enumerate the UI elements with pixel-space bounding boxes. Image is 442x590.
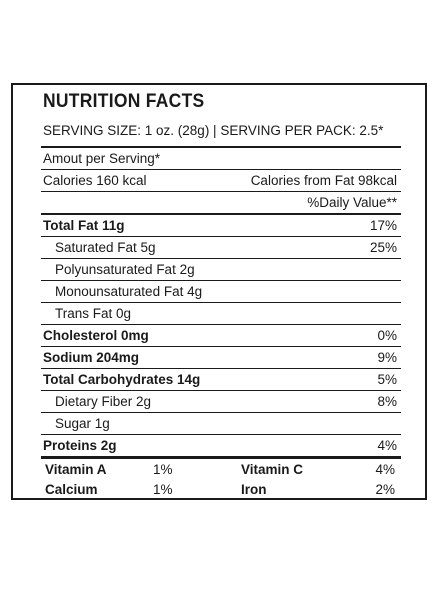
- nutrient-value: 0%: [377, 328, 397, 343]
- nutrient-label: Total Fat 11g: [43, 218, 125, 233]
- nutrient-row-sodium: Sodium 204mg 9%: [41, 347, 401, 369]
- nutrient-label: Saturated Fat 5g: [55, 240, 156, 255]
- nutrient-row-saturated-fat: Saturated Fat 5g 25%: [41, 237, 401, 259]
- nutrient-label: Polyunsaturated Fat 2g: [55, 262, 195, 277]
- nutrient-row-cholesterol: Cholesterol 0mg 0%: [41, 325, 401, 347]
- nutrient-row-polyunsaturated-fat: Polyunsaturated Fat 2g: [41, 259, 401, 281]
- nutrient-value: 17%: [369, 218, 397, 233]
- vitamin-a-value: 1%: [153, 462, 173, 477]
- iron-label: Iron: [241, 482, 267, 497]
- nutrient-label: Total Carbohydrates 14g: [43, 372, 201, 387]
- nutrient-label: Monounsaturated Fat 4g: [55, 284, 203, 299]
- nutrient-row-trans-fat: Trans Fat 0g: [41, 303, 401, 325]
- vitamin-c-label: Vitamin C: [241, 462, 304, 477]
- nutrient-value: 4%: [377, 438, 397, 453]
- nutrient-value: 5%: [377, 372, 397, 387]
- nutrient-value: 9%: [377, 350, 397, 365]
- nutrient-label: Dietary Fiber 2g: [55, 394, 152, 409]
- nutrient-label: Cholesterol 0mg: [43, 328, 149, 343]
- vitamin-row: Vitamin A 1% Vitamin C 4%: [43, 460, 399, 480]
- nutrient-row-monounsaturated-fat: Monounsaturated Fat 4g: [41, 281, 401, 303]
- amount-per-serving-row: Amout per Serving*: [41, 148, 401, 170]
- panel-title: NUTRITION FACTS: [43, 91, 205, 112]
- calories-label: Calories 160 kcal: [43, 173, 147, 188]
- mineral-row: Calcium 1% Iron 2%: [43, 480, 399, 500]
- nutrient-label: Sugar 1g: [55, 416, 110, 431]
- vitamin-c-value: 4%: [375, 462, 395, 477]
- nutrient-row-total-carbohydrates: Total Carbohydrates 14g 5%: [41, 369, 401, 391]
- divider: [41, 146, 401, 148]
- serving-info: SERVING SIZE: 1 oz. (28g) | SERVING PER …: [43, 123, 384, 138]
- nutrient-label: Sodium 204mg: [43, 350, 140, 365]
- calories-row: Calories 160 kcal Calories from Fat 98kc…: [41, 170, 401, 192]
- vitamin-a-label: Vitamin A: [45, 462, 107, 477]
- calcium-label: Calcium: [45, 482, 98, 497]
- nutrient-label: Trans Fat 0g: [55, 306, 132, 321]
- iron-value: 2%: [375, 482, 395, 497]
- daily-value-header: %Daily Value**: [307, 195, 397, 210]
- amount-per-serving-label: Amout per Serving*: [43, 151, 161, 166]
- nutrition-facts-panel: NUTRITION FACTS SERVING SIZE: 1 oz. (28g…: [11, 83, 427, 500]
- calories-from-fat-label: Calories from Fat 98kcal: [250, 173, 397, 188]
- nutrient-row-total-fat: Total Fat 11g 17%: [41, 215, 401, 237]
- daily-value-row: %Daily Value**: [41, 192, 401, 214]
- nutrient-value: 8%: [377, 394, 397, 409]
- nutrient-label: Proteins 2g: [43, 438, 117, 453]
- nutrient-value: 25%: [369, 240, 397, 255]
- calcium-value: 1%: [153, 482, 173, 497]
- nutrient-row-dietary-fiber: Dietary Fiber 2g 8%: [41, 391, 401, 413]
- divider: [41, 213, 401, 215]
- nutrient-row-sugar: Sugar 1g: [41, 413, 401, 435]
- divider: [41, 456, 401, 459]
- nutrient-row-proteins: Proteins 2g 4%: [41, 435, 401, 457]
